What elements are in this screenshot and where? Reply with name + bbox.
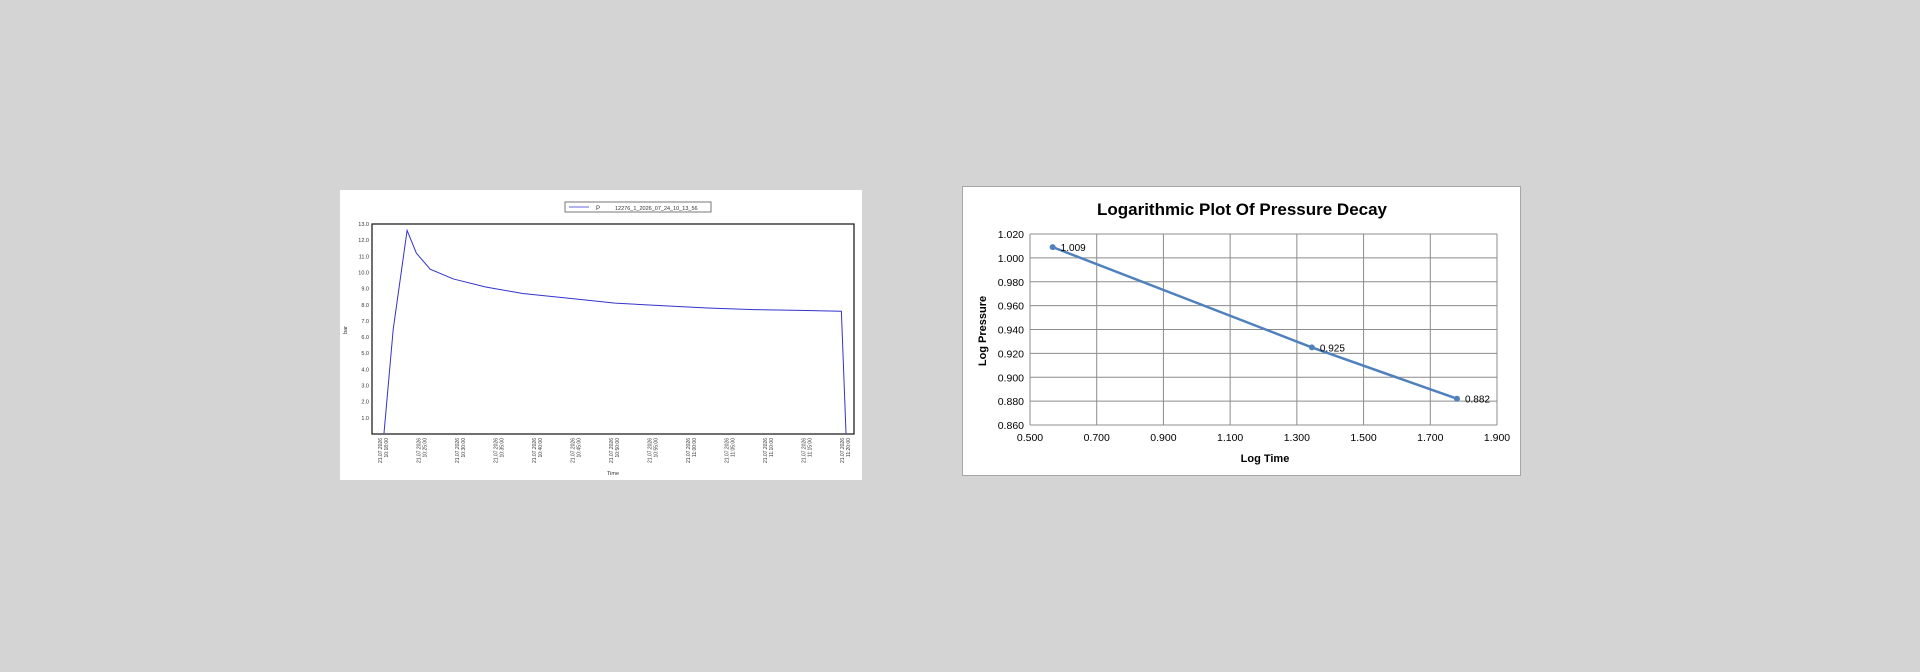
x-tick-label: 21.07.202610:18:00 (378, 438, 390, 463)
x-axis-label: Time (607, 471, 619, 477)
y-tick-label: 0.940 (998, 325, 1024, 337)
x-tick-label: 21.07.202611:00:00 (686, 438, 698, 463)
y-tick-label: 3.0 (361, 384, 369, 390)
pressure-time-chart: P 12276_1_2026_07_24_10_13_56 1.0 2.0 3.0 4… (343, 201, 855, 477)
y-tick-label: 10.0 (358, 270, 369, 276)
x-tick-label: 21.07.202610:40:00 (532, 438, 544, 463)
x-tick-label: 21.07.202610:25:00 (417, 438, 429, 463)
data-point-label: 0.925 (1320, 343, 1345, 354)
log-pressure-decay-chart: Logarithmic Plot Of Pressure Decay 0.860… (977, 200, 1511, 465)
y-tick-label: 12.0 (358, 238, 369, 244)
right-grid: 0.860 0.880 0.900 0.920 0.940 0.960 0.980 1.000… (998, 229, 1511, 444)
y-tick-label: 0.900 (998, 372, 1024, 384)
y-tick-label: 2.0 (361, 400, 369, 406)
x-tick-label: 0.900 (1150, 432, 1176, 444)
legend-series-file: 12276_1_2026_07_24_10_13_56 (615, 206, 698, 212)
y-tick-label: 6.0 (361, 335, 369, 341)
x-tick-label: 1.700 (1417, 432, 1443, 444)
data-point-marker (1049, 244, 1056, 251)
right-series: 1.009 0.925 0.882 (1049, 243, 1490, 406)
y-axis-label: Log Pressure (977, 296, 989, 366)
y-tick-label: 7.0 (361, 319, 369, 325)
x-tick-label: 21.07.202610:30:00 (455, 438, 467, 463)
x-tick-label: 21.07.202611:05:00 (725, 438, 737, 463)
x-tick-label: 21.07.202611:10:00 (763, 438, 775, 463)
x-tick-label: 0.500 (1017, 432, 1043, 444)
y-tick-label: 1.020 (998, 229, 1024, 241)
y-tick-label: 8.0 (361, 303, 369, 309)
y-tick-label: 1.0 (361, 416, 369, 422)
left-axes: 1.0 2.0 3.0 4.0 5.0 6.0 7.0 8.0 9.0 10.0 11.0 12.0 1… (358, 222, 855, 463)
log-pressure-decay-chart-panel: Logarithmic Plot Of Pressure Decay 0.860… (962, 186, 1521, 476)
x-tick-label: 0.700 (1084, 432, 1110, 444)
log-pressure-series-line (1052, 245, 1458, 400)
y-tick-label: 0.960 (998, 301, 1024, 313)
y-axis-label: bar (343, 326, 349, 334)
legend-series-name: P (596, 206, 600, 212)
left-series (383, 228, 847, 434)
y-tick-label: 5.0 (361, 351, 369, 357)
data-point-marker (1308, 344, 1315, 351)
x-tick-label: 1.900 (1484, 432, 1510, 444)
y-tick-label: 0.920 (998, 348, 1024, 360)
legend-box (564, 201, 712, 213)
x-tick-label: 21.07.202610:35:00 (494, 438, 506, 463)
x-tick-label: 21.07.202611:20:00 (840, 438, 852, 463)
x-tick-label: 21.07.202611:15:00 (802, 438, 814, 463)
y-tick-label: 13.0 (358, 222, 369, 228)
y-tick-label: 9.0 (361, 287, 369, 293)
x-tick-label: 1.500 (1350, 432, 1376, 444)
plot-area (371, 223, 855, 435)
y-tick-label: 0.860 (998, 420, 1024, 432)
data-point-label: 1.009 (1061, 243, 1086, 254)
chart-title: Logarithmic Plot Of Pressure Decay (1097, 200, 1388, 219)
pressure-series-line (383, 228, 847, 434)
x-axis-label: Log Time (1241, 453, 1290, 465)
x-tick-label: 1.100 (1217, 432, 1243, 444)
data-point-label: 0.882 (1465, 395, 1490, 406)
x-tick-label: 21.07.202610:45:00 (571, 438, 583, 463)
y-tick-label: 11.0 (359, 254, 369, 260)
x-tick-label: 21.07.202610:55:00 (648, 438, 660, 463)
x-tick-label: 21.07.202610:50:00 (609, 438, 621, 463)
y-tick-label: 0.880 (998, 396, 1024, 408)
y-tick-label: 0.980 (998, 277, 1024, 289)
y-tick-label: 4.0 (361, 367, 369, 373)
chart-legend: P 12276_1_2026_07_24_10_13_56 (564, 201, 712, 213)
pressure-time-chart-panel: P 12276_1_2026_07_24_10_13_56 1.0 2.0 3.0 4… (340, 190, 862, 480)
x-tick-label: 1.300 (1284, 432, 1310, 444)
y-tick-label: 1.000 (998, 253, 1024, 265)
data-point-marker (1453, 395, 1460, 402)
